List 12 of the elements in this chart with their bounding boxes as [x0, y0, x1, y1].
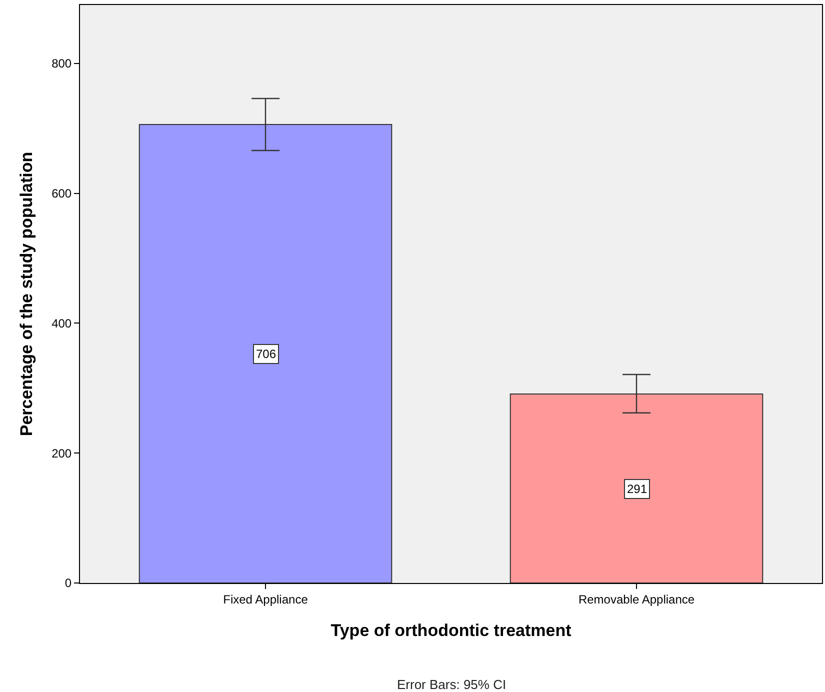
- x-tick-label: Removable Appliance: [578, 592, 695, 606]
- text: Error Bars: 95% CI: [397, 677, 506, 692]
- y-tick-label: 200: [52, 446, 72, 460]
- y-tick-label: 0: [64, 576, 72, 590]
- y-tick-label: 800: [52, 56, 72, 71]
- y-tick-label: 400: [52, 316, 72, 330]
- data-label: 706: [256, 347, 276, 361]
- y-axis-title: Percentage of the study population: [17, 152, 36, 436]
- y-tick-label: 600: [52, 186, 72, 201]
- x-axis-title: Type of orthodontic treatment: [330, 620, 572, 640]
- x-tick-label: Fixed Appliance: [223, 592, 308, 606]
- data-label: 291: [627, 482, 648, 496]
